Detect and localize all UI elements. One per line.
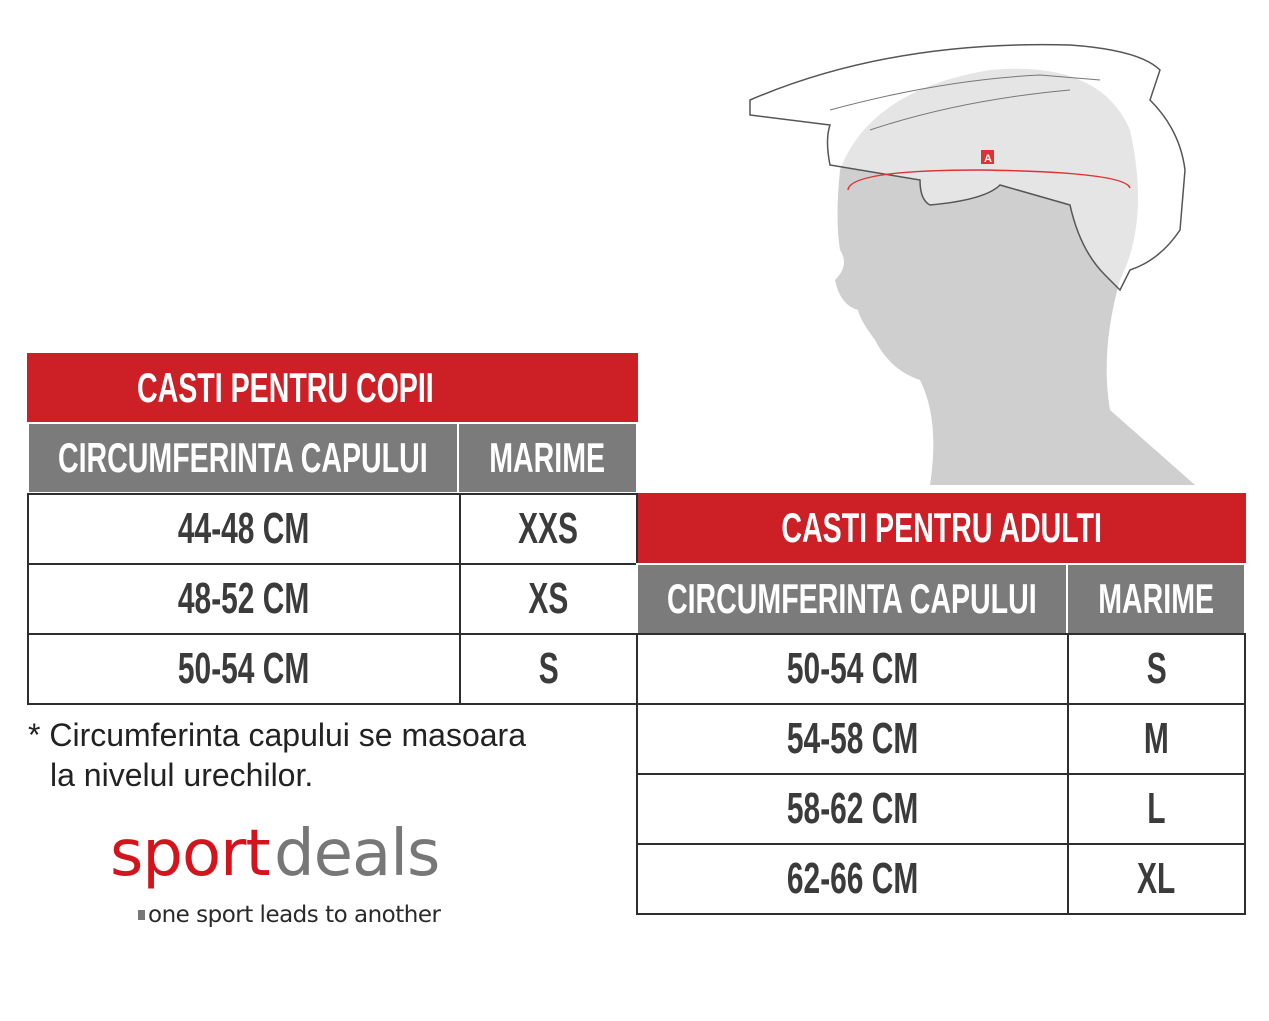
adult-header-size: MARIME <box>1066 563 1246 635</box>
cell-text: 44-48 CM <box>178 504 310 553</box>
adult-header-circumference: CIRCUMFERINTA CAPULUI <box>636 563 1068 635</box>
kids-row-3-circumference: 50-54 CM <box>27 633 461 705</box>
adult-row-1-size: S <box>1067 633 1246 705</box>
cell-text: 54-58 CM <box>786 714 919 763</box>
adult-row-3-size: L <box>1067 773 1246 845</box>
cell-text: M <box>1144 714 1169 763</box>
kids-header-circumference-text: CIRCUMFERINTA CAPULUI <box>58 434 428 481</box>
cell-text: S <box>1146 644 1167 693</box>
adult-row-1-circumference: 50-54 CM <box>636 633 1069 705</box>
adult-row-2-size: M <box>1067 703 1246 775</box>
marker-box <box>981 150 994 164</box>
kids-row-2-size: XS <box>459 563 638 635</box>
helmet-outline <box>749 43 1186 292</box>
cell-text: XL <box>1137 854 1176 903</box>
cell-text: L <box>1147 784 1166 833</box>
kids-header-size-text: MARIME <box>489 434 606 481</box>
logo-word-deals: deals <box>273 817 440 891</box>
sport-deals-logo: sport deals <box>110 822 440 886</box>
note-line-1: * Circumferinta capului se masoara <box>28 717 526 753</box>
adult-header-size-text: MARIME <box>1098 575 1214 622</box>
kids-row-1-circumference: 44-48 CM <box>27 493 461 565</box>
measure-line <box>847 169 1131 191</box>
visor-line <box>829 74 1101 131</box>
logo-tagline: one sport leads to another <box>148 902 441 928</box>
adult-row-2-circumference: 54-58 CM <box>636 703 1069 775</box>
adult-row-4-circumference: 62-66 CM <box>636 843 1069 915</box>
adult-row-3-circumference: 58-62 CM <box>636 773 1069 845</box>
note-line-2: la nivelul urechilor. <box>50 757 314 793</box>
cell-text: 50-54 CM <box>178 644 310 693</box>
logo-word-sport: sport <box>110 817 271 891</box>
head-silhouette <box>835 68 1195 485</box>
adult-row-4-size: XL <box>1067 843 1246 915</box>
cell-text: 58-62 CM <box>786 784 919 833</box>
cell-text: S <box>538 644 559 693</box>
cell-text: XXS <box>518 504 579 553</box>
kids-row-1-size: XXS <box>459 493 638 565</box>
helmet-head-illustration: A <box>749 43 1195 485</box>
kids-header-size: MARIME <box>457 422 638 494</box>
cell-text: 62-66 CM <box>786 854 919 903</box>
adult-header-circumference-text: CIRCUMFERINTA CAPULUI <box>667 575 1037 622</box>
cell-text: 48-52 CM <box>178 574 310 623</box>
kids-table-title-text: CASTI PENTRU COPII <box>137 364 434 411</box>
kids-row-2-circumference: 48-52 CM <box>27 563 461 635</box>
kids-header-circumference: CIRCUMFERINTA CAPULUI <box>27 422 459 494</box>
adult-table-title-text: CASTI PENTRU ADULTI <box>781 504 1103 551</box>
marker-label: A <box>984 153 992 165</box>
cell-text: XS <box>528 574 569 623</box>
kids-row-3-size: S <box>459 633 638 705</box>
adult-table-title: CASTI PENTRU ADULTI <box>638 493 1246 563</box>
cell-text: 50-54 CM <box>786 644 919 693</box>
logo-dot-icon <box>138 910 145 920</box>
kids-table-title: CASTI PENTRU COPII <box>27 353 638 423</box>
measurement-note: * Circumferinta capului se masoara la ni… <box>28 715 526 795</box>
